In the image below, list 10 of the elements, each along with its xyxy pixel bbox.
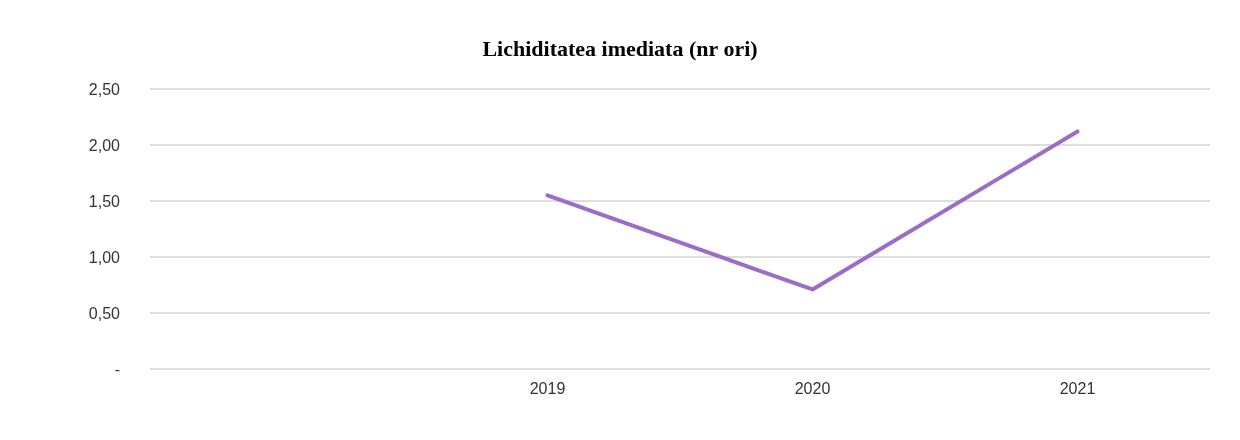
y-tick-label: 0,50 [88,304,121,322]
y-tick-label: - [114,360,120,378]
y-tick-label: 1,00 [88,248,121,266]
x-tick-label: 2021 [1059,380,1096,397]
x-tick-label: 2019 [529,380,566,397]
x-tick-label: 2020 [794,380,831,397]
y-tick-label: 2,00 [88,136,121,154]
y-tick-label: 1,50 [88,192,121,210]
chart-title: Lichiditatea imediata (nr ori) [482,36,758,61]
y-tick-label: 2,50 [88,80,121,98]
